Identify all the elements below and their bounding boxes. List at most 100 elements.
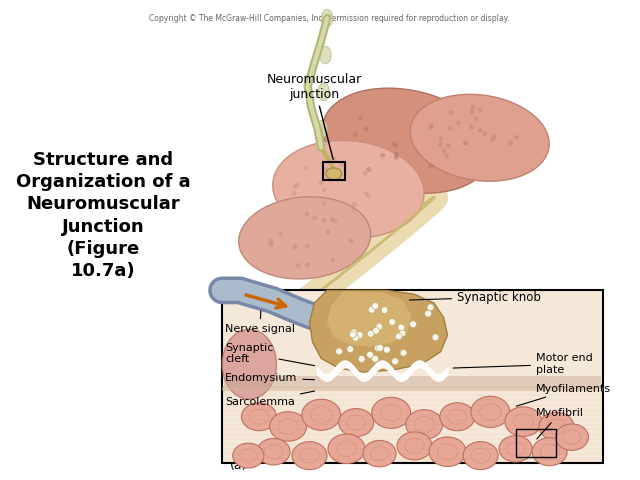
Ellipse shape: [492, 134, 497, 139]
Ellipse shape: [305, 212, 309, 216]
Ellipse shape: [456, 120, 461, 125]
Ellipse shape: [398, 324, 404, 331]
Polygon shape: [327, 291, 412, 347]
Ellipse shape: [429, 124, 434, 129]
Ellipse shape: [363, 441, 396, 467]
Text: Neuromuscular
junction: Neuromuscular junction: [267, 72, 362, 159]
Bar: [222, 290, 603, 463]
Ellipse shape: [305, 244, 310, 249]
Ellipse shape: [515, 135, 519, 140]
Ellipse shape: [499, 435, 532, 462]
Ellipse shape: [391, 141, 396, 146]
Bar: [516, 430, 556, 456]
Ellipse shape: [339, 162, 344, 167]
Ellipse shape: [364, 191, 368, 196]
Ellipse shape: [429, 437, 466, 467]
Ellipse shape: [463, 141, 468, 145]
Ellipse shape: [428, 164, 433, 168]
Ellipse shape: [322, 218, 326, 223]
Ellipse shape: [396, 333, 402, 340]
Ellipse shape: [303, 166, 308, 170]
Ellipse shape: [439, 136, 444, 141]
Ellipse shape: [394, 155, 399, 160]
Ellipse shape: [366, 167, 371, 172]
Ellipse shape: [323, 88, 491, 193]
Ellipse shape: [233, 443, 264, 468]
Ellipse shape: [444, 154, 449, 158]
Ellipse shape: [399, 330, 406, 336]
Ellipse shape: [470, 109, 474, 114]
Ellipse shape: [380, 153, 385, 158]
Ellipse shape: [469, 124, 474, 129]
Ellipse shape: [349, 331, 356, 338]
Ellipse shape: [508, 141, 513, 145]
Ellipse shape: [410, 321, 417, 328]
Text: Sarcolemma: Sarcolemma: [225, 391, 315, 407]
Ellipse shape: [372, 355, 378, 362]
Ellipse shape: [325, 230, 330, 235]
Text: Synaptic knob: Synaptic knob: [410, 291, 541, 304]
Ellipse shape: [347, 346, 354, 352]
Ellipse shape: [432, 334, 439, 341]
Ellipse shape: [483, 131, 487, 136]
Ellipse shape: [330, 167, 335, 172]
Ellipse shape: [326, 168, 342, 180]
Ellipse shape: [363, 171, 368, 176]
Ellipse shape: [312, 215, 317, 220]
Ellipse shape: [239, 197, 371, 279]
Ellipse shape: [470, 105, 476, 110]
Ellipse shape: [322, 188, 327, 192]
Text: Nerve signal: Nerve signal: [225, 311, 295, 334]
Ellipse shape: [410, 95, 549, 181]
Ellipse shape: [394, 143, 399, 147]
Ellipse shape: [381, 307, 388, 313]
Polygon shape: [310, 290, 447, 372]
Ellipse shape: [446, 143, 451, 148]
Ellipse shape: [471, 396, 509, 427]
Ellipse shape: [427, 304, 434, 311]
Ellipse shape: [376, 345, 383, 351]
Ellipse shape: [316, 120, 328, 138]
Ellipse shape: [372, 302, 379, 310]
Ellipse shape: [463, 442, 498, 469]
Ellipse shape: [305, 262, 310, 267]
Ellipse shape: [319, 180, 323, 186]
Ellipse shape: [383, 346, 390, 353]
Ellipse shape: [321, 10, 333, 27]
Text: (a): (a): [230, 459, 247, 472]
Ellipse shape: [330, 217, 335, 222]
Ellipse shape: [352, 202, 356, 207]
Ellipse shape: [400, 349, 407, 356]
Ellipse shape: [474, 116, 479, 121]
Ellipse shape: [397, 432, 432, 460]
Ellipse shape: [350, 329, 357, 336]
Ellipse shape: [372, 327, 380, 334]
Ellipse shape: [302, 399, 340, 431]
Ellipse shape: [269, 412, 307, 441]
Ellipse shape: [376, 323, 383, 330]
Ellipse shape: [269, 241, 274, 246]
Ellipse shape: [278, 231, 283, 236]
Ellipse shape: [438, 142, 443, 146]
Ellipse shape: [406, 410, 443, 439]
Ellipse shape: [490, 137, 495, 142]
Text: Myofilaments: Myofilaments: [516, 384, 611, 406]
Ellipse shape: [321, 201, 326, 206]
Ellipse shape: [222, 329, 276, 399]
Ellipse shape: [368, 306, 375, 313]
Ellipse shape: [241, 403, 276, 431]
Ellipse shape: [388, 319, 396, 325]
Ellipse shape: [477, 108, 483, 112]
Ellipse shape: [532, 438, 567, 466]
Ellipse shape: [358, 356, 365, 362]
Ellipse shape: [335, 348, 342, 355]
Text: Copyright © The McGraw-Hill Companies, Inc. Permission required for reproduction: Copyright © The McGraw-Hill Companies, I…: [148, 14, 509, 24]
Ellipse shape: [292, 442, 327, 469]
Ellipse shape: [539, 412, 574, 441]
Text: Structure and
Organization of a
Neuromuscular
Junction
(Figure
10.7a): Structure and Organization of a Neuromus…: [16, 151, 191, 280]
Ellipse shape: [318, 84, 330, 101]
Text: Endomysium: Endomysium: [225, 373, 314, 383]
Ellipse shape: [324, 167, 329, 171]
Ellipse shape: [374, 345, 381, 351]
Ellipse shape: [331, 258, 335, 263]
